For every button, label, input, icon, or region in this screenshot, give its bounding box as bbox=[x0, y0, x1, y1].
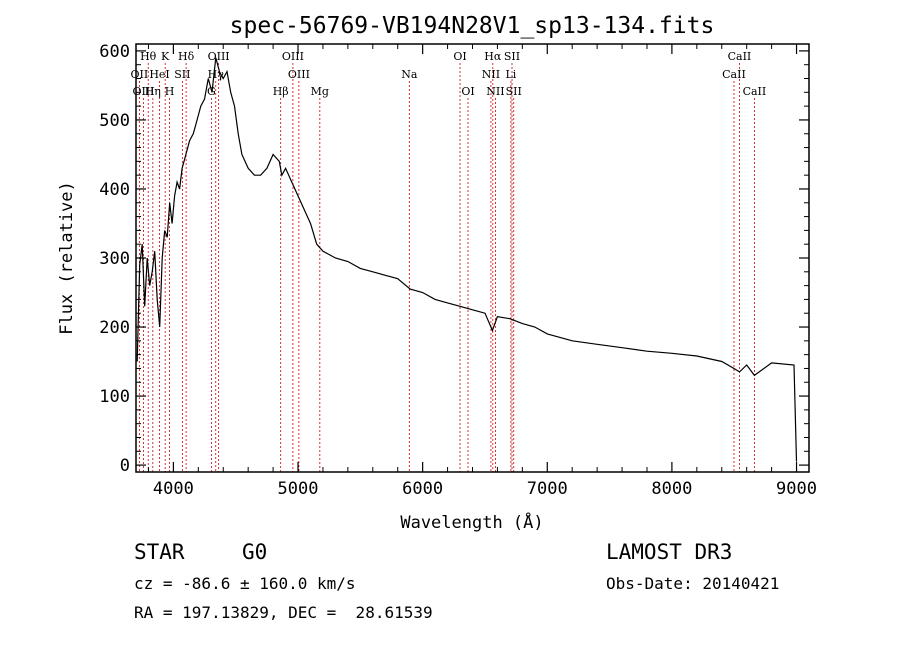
x-axis-label: Wavelength (Å) bbox=[400, 511, 543, 533]
line-label-12: OIII bbox=[282, 50, 304, 63]
line-label-25: CaII bbox=[728, 50, 752, 63]
y-tick-label-1: 100 bbox=[99, 387, 130, 407]
y-tick-label-6: 600 bbox=[99, 42, 130, 62]
observation-date: Obs-Date: 20140421 bbox=[606, 574, 780, 593]
spectrum-series-flux bbox=[136, 57, 798, 462]
line-label-0: Hθ bbox=[140, 50, 157, 63]
y-axis: 0 100 200 300 400 500 600 bbox=[99, 42, 809, 476]
line-label-9: OIII bbox=[208, 50, 230, 63]
line-label-23: Li bbox=[505, 68, 516, 81]
x-tick-label-4: 8000 bbox=[651, 479, 692, 499]
y-tick-label-2: 200 bbox=[99, 318, 130, 338]
line-label-8: Hδ bbox=[178, 50, 195, 63]
line-label-22: SII bbox=[504, 50, 520, 63]
survey-name: LAMOST DR3 bbox=[606, 540, 733, 564]
redshift-velocity: cz = -86.6 ± 160.0 km/s bbox=[134, 574, 356, 593]
y-tick-label-5: 500 bbox=[99, 111, 130, 131]
x-axis: 4000 5000 6000 7000 8000 9000 bbox=[147, 44, 817, 499]
x-tick-label-0: 4000 bbox=[153, 479, 194, 499]
plot-frame bbox=[135, 43, 810, 473]
y-tick-label-4: 400 bbox=[99, 180, 130, 200]
line-label-5: Hη bbox=[145, 85, 161, 98]
line-label-13: OIII bbox=[288, 68, 310, 81]
line-label-26: CaII bbox=[722, 68, 746, 81]
line-label-2: OIII bbox=[132, 85, 154, 98]
emission-line-markers bbox=[138, 63, 755, 472]
line-label-10: Hγ bbox=[208, 68, 225, 81]
line-label-19: Hα bbox=[484, 50, 502, 63]
line-label-7: H bbox=[165, 85, 175, 98]
line-label-6: SII bbox=[174, 68, 190, 81]
chart-title: spec-56769-VB194N28V1_sp13-134.fits bbox=[230, 13, 715, 39]
line-label-17: OI bbox=[453, 50, 466, 63]
line-label-14: Hβ bbox=[273, 85, 289, 98]
line-label-27: CaII bbox=[743, 85, 767, 98]
y-tick-label-0: 0 bbox=[120, 456, 130, 476]
x-tick-label-3: 7000 bbox=[527, 479, 568, 499]
line-label-16: Na bbox=[401, 68, 418, 81]
line-label-24: SII bbox=[506, 85, 522, 98]
line-label-21: NII bbox=[486, 85, 504, 98]
object-subclass: G0 bbox=[242, 540, 268, 564]
line-label-1: OII bbox=[131, 68, 149, 81]
sky-coordinates: RA = 197.13829, DEC = 28.61539 bbox=[134, 603, 433, 622]
x-tick-label-5: 9000 bbox=[776, 479, 817, 499]
line-label-3: K bbox=[161, 50, 170, 63]
line-label-20: NII bbox=[482, 68, 500, 81]
line-label-18: OI bbox=[461, 85, 474, 98]
y-tick-label-3: 300 bbox=[99, 249, 130, 269]
y-axis-label: Flux (relative) bbox=[57, 181, 77, 335]
line-label-4: HeI bbox=[149, 68, 169, 81]
object-type: STAR bbox=[134, 540, 185, 564]
x-tick-label-1: 5000 bbox=[278, 479, 319, 499]
x-tick-label-2: 6000 bbox=[402, 479, 443, 499]
line-label-15: Mg bbox=[311, 85, 329, 98]
